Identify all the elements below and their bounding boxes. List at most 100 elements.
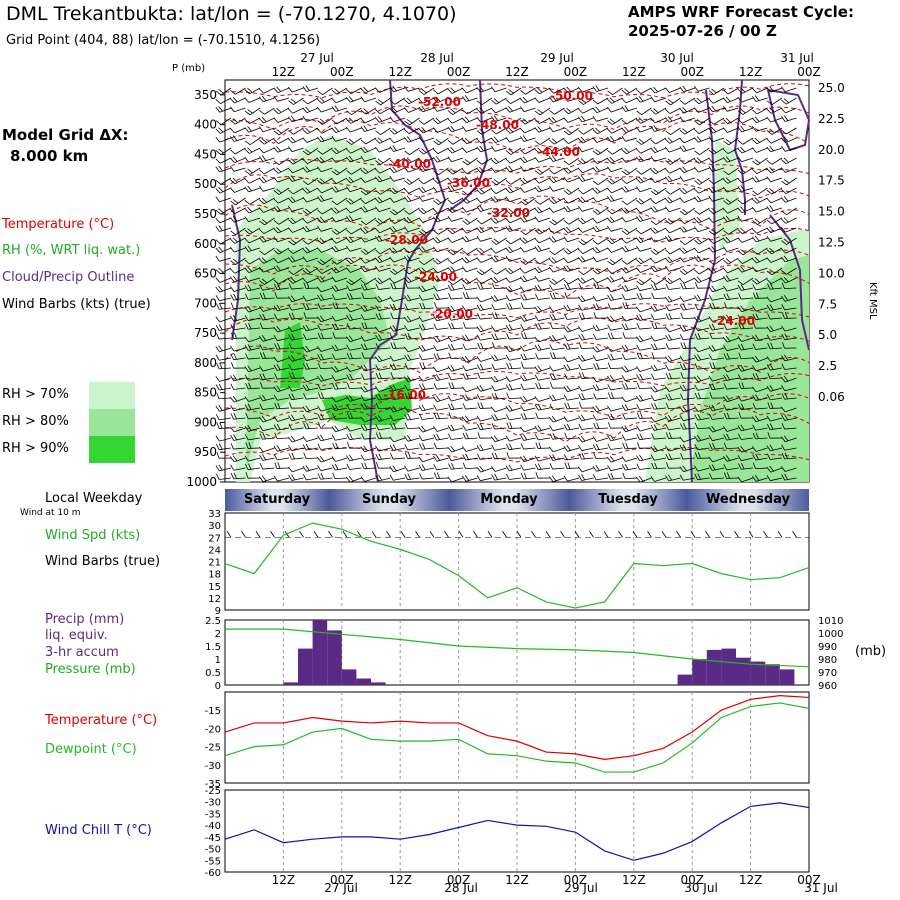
wind-barb-shaft bbox=[699, 177, 710, 185]
wind-barb-shaft bbox=[467, 157, 478, 166]
wind-barb bbox=[447, 117, 464, 124]
wind-barb-shaft bbox=[583, 127, 594, 135]
wind-barb bbox=[229, 156, 246, 164]
wind-barb-flag bbox=[606, 136, 612, 143]
cloud-outline-2 bbox=[686, 89, 717, 483]
wind-barb-flag bbox=[607, 150, 613, 155]
wind-barb-shaft bbox=[248, 97, 261, 103]
wind-barb-flag bbox=[723, 178, 729, 184]
wind-barb-flag bbox=[464, 159, 471, 164]
wind-barb-flag bbox=[519, 127, 525, 134]
wind-barb bbox=[491, 97, 507, 105]
wind-barb bbox=[491, 145, 507, 152]
wind-barb-shaft bbox=[712, 107, 725, 113]
wind-barb bbox=[548, 116, 565, 124]
wind-barb bbox=[650, 117, 667, 124]
wind-barb-shaft bbox=[785, 137, 797, 144]
wind-barb-flag bbox=[664, 117, 670, 123]
isotherm-line bbox=[224, 447, 810, 463]
wind-barb-shaft bbox=[654, 127, 667, 132]
wind-barb-flag bbox=[447, 148, 453, 154]
wind-barb-flag bbox=[665, 100, 671, 106]
wind-barb-flag bbox=[621, 149, 627, 155]
wind-barb-flag bbox=[766, 100, 773, 106]
wind-barb-shaft bbox=[553, 87, 565, 94]
wind-barb-flag bbox=[607, 120, 613, 125]
wind-barb-shaft bbox=[742, 87, 754, 94]
wind-barb-flag bbox=[392, 106, 398, 113]
wind-barb-flag bbox=[215, 107, 221, 113]
wind-barb-flag bbox=[276, 167, 282, 173]
wind-barb-flag bbox=[421, 105, 426, 112]
wind-barb-flag bbox=[406, 178, 413, 184]
wind-barb bbox=[505, 165, 522, 173]
wind-barb bbox=[780, 167, 797, 173]
wind-barb-shaft bbox=[742, 137, 754, 145]
wind-barb-shaft bbox=[625, 107, 638, 112]
wind-barb-shaft bbox=[770, 167, 783, 174]
wind-barb-flag bbox=[696, 136, 702, 142]
wind-barb bbox=[708, 165, 725, 172]
wind-barb-flag bbox=[447, 140, 454, 145]
wind-barb-shaft bbox=[423, 147, 435, 155]
wind-barb bbox=[751, 116, 768, 124]
wind-barb bbox=[534, 137, 551, 146]
wind-barb bbox=[780, 107, 797, 114]
wind-barb-flag bbox=[259, 126, 264, 132]
wind-barb-flag bbox=[665, 168, 671, 174]
wind-barb bbox=[229, 187, 246, 193]
wind-barb bbox=[389, 166, 406, 174]
wind-barb bbox=[389, 137, 406, 144]
wind-barb bbox=[723, 105, 739, 112]
wind-barb-flag bbox=[711, 148, 717, 153]
wind-barb bbox=[737, 146, 754, 154]
wind-barb-flag bbox=[664, 87, 670, 93]
wind-barb bbox=[287, 167, 304, 174]
wind-barb-flag bbox=[360, 155, 365, 162]
wind-barb-flag bbox=[595, 85, 600, 91]
wind-barb-flag bbox=[244, 89, 250, 95]
wind-barb-flag bbox=[636, 148, 642, 154]
wind-barb-shaft bbox=[510, 157, 522, 164]
wind-barb-shaft bbox=[755, 127, 768, 132]
wind-barb bbox=[418, 97, 435, 104]
wind-barb bbox=[389, 97, 406, 105]
wind-barb bbox=[520, 87, 536, 95]
wind-barb bbox=[244, 126, 261, 133]
wind-barb-shaft bbox=[481, 137, 493, 144]
wind-barb-flag bbox=[479, 107, 485, 113]
wind-barb-shaft bbox=[612, 177, 623, 185]
wind-barb-flag bbox=[261, 155, 267, 161]
wind-barb-flag bbox=[723, 105, 728, 112]
wind-barb-flag bbox=[609, 97, 615, 103]
wind-barb bbox=[636, 107, 652, 116]
wind-barb-shaft bbox=[364, 127, 377, 132]
wind-barb bbox=[650, 167, 667, 175]
wind-barb-shaft bbox=[379, 87, 391, 93]
wind-barb-flag bbox=[479, 86, 484, 92]
wind-barb-shaft bbox=[741, 157, 754, 163]
wind-barb-shaft bbox=[494, 87, 507, 93]
wind-barb-flag bbox=[653, 125, 658, 131]
wind-barb-shaft bbox=[466, 87, 478, 94]
wind-barb bbox=[592, 147, 609, 156]
wind-barb bbox=[621, 105, 638, 112]
wind-barb-flag bbox=[258, 118, 264, 124]
wind-barb-shaft bbox=[306, 107, 319, 114]
wind-barb-flag bbox=[580, 98, 587, 104]
wind-barb-flag bbox=[317, 120, 323, 125]
legend-precip: Precip (mm) bbox=[45, 612, 125, 627]
wind-barb bbox=[273, 117, 290, 123]
wind-barb-flag bbox=[389, 146, 394, 152]
wind-barb-shaft bbox=[524, 157, 536, 164]
wind-barb-flag bbox=[520, 106, 525, 112]
wind-barb-shaft bbox=[640, 127, 652, 133]
wind-barb-shaft bbox=[277, 147, 290, 153]
legend-rh70: RH > 70% bbox=[2, 387, 69, 402]
wind-barb-shaft bbox=[611, 107, 623, 113]
wind-barb-shaft bbox=[235, 87, 246, 95]
wind-barb-flag bbox=[635, 126, 641, 133]
wind-barb bbox=[781, 145, 797, 152]
wind-barb bbox=[665, 167, 681, 174]
wind-barb-flag bbox=[479, 145, 484, 152]
